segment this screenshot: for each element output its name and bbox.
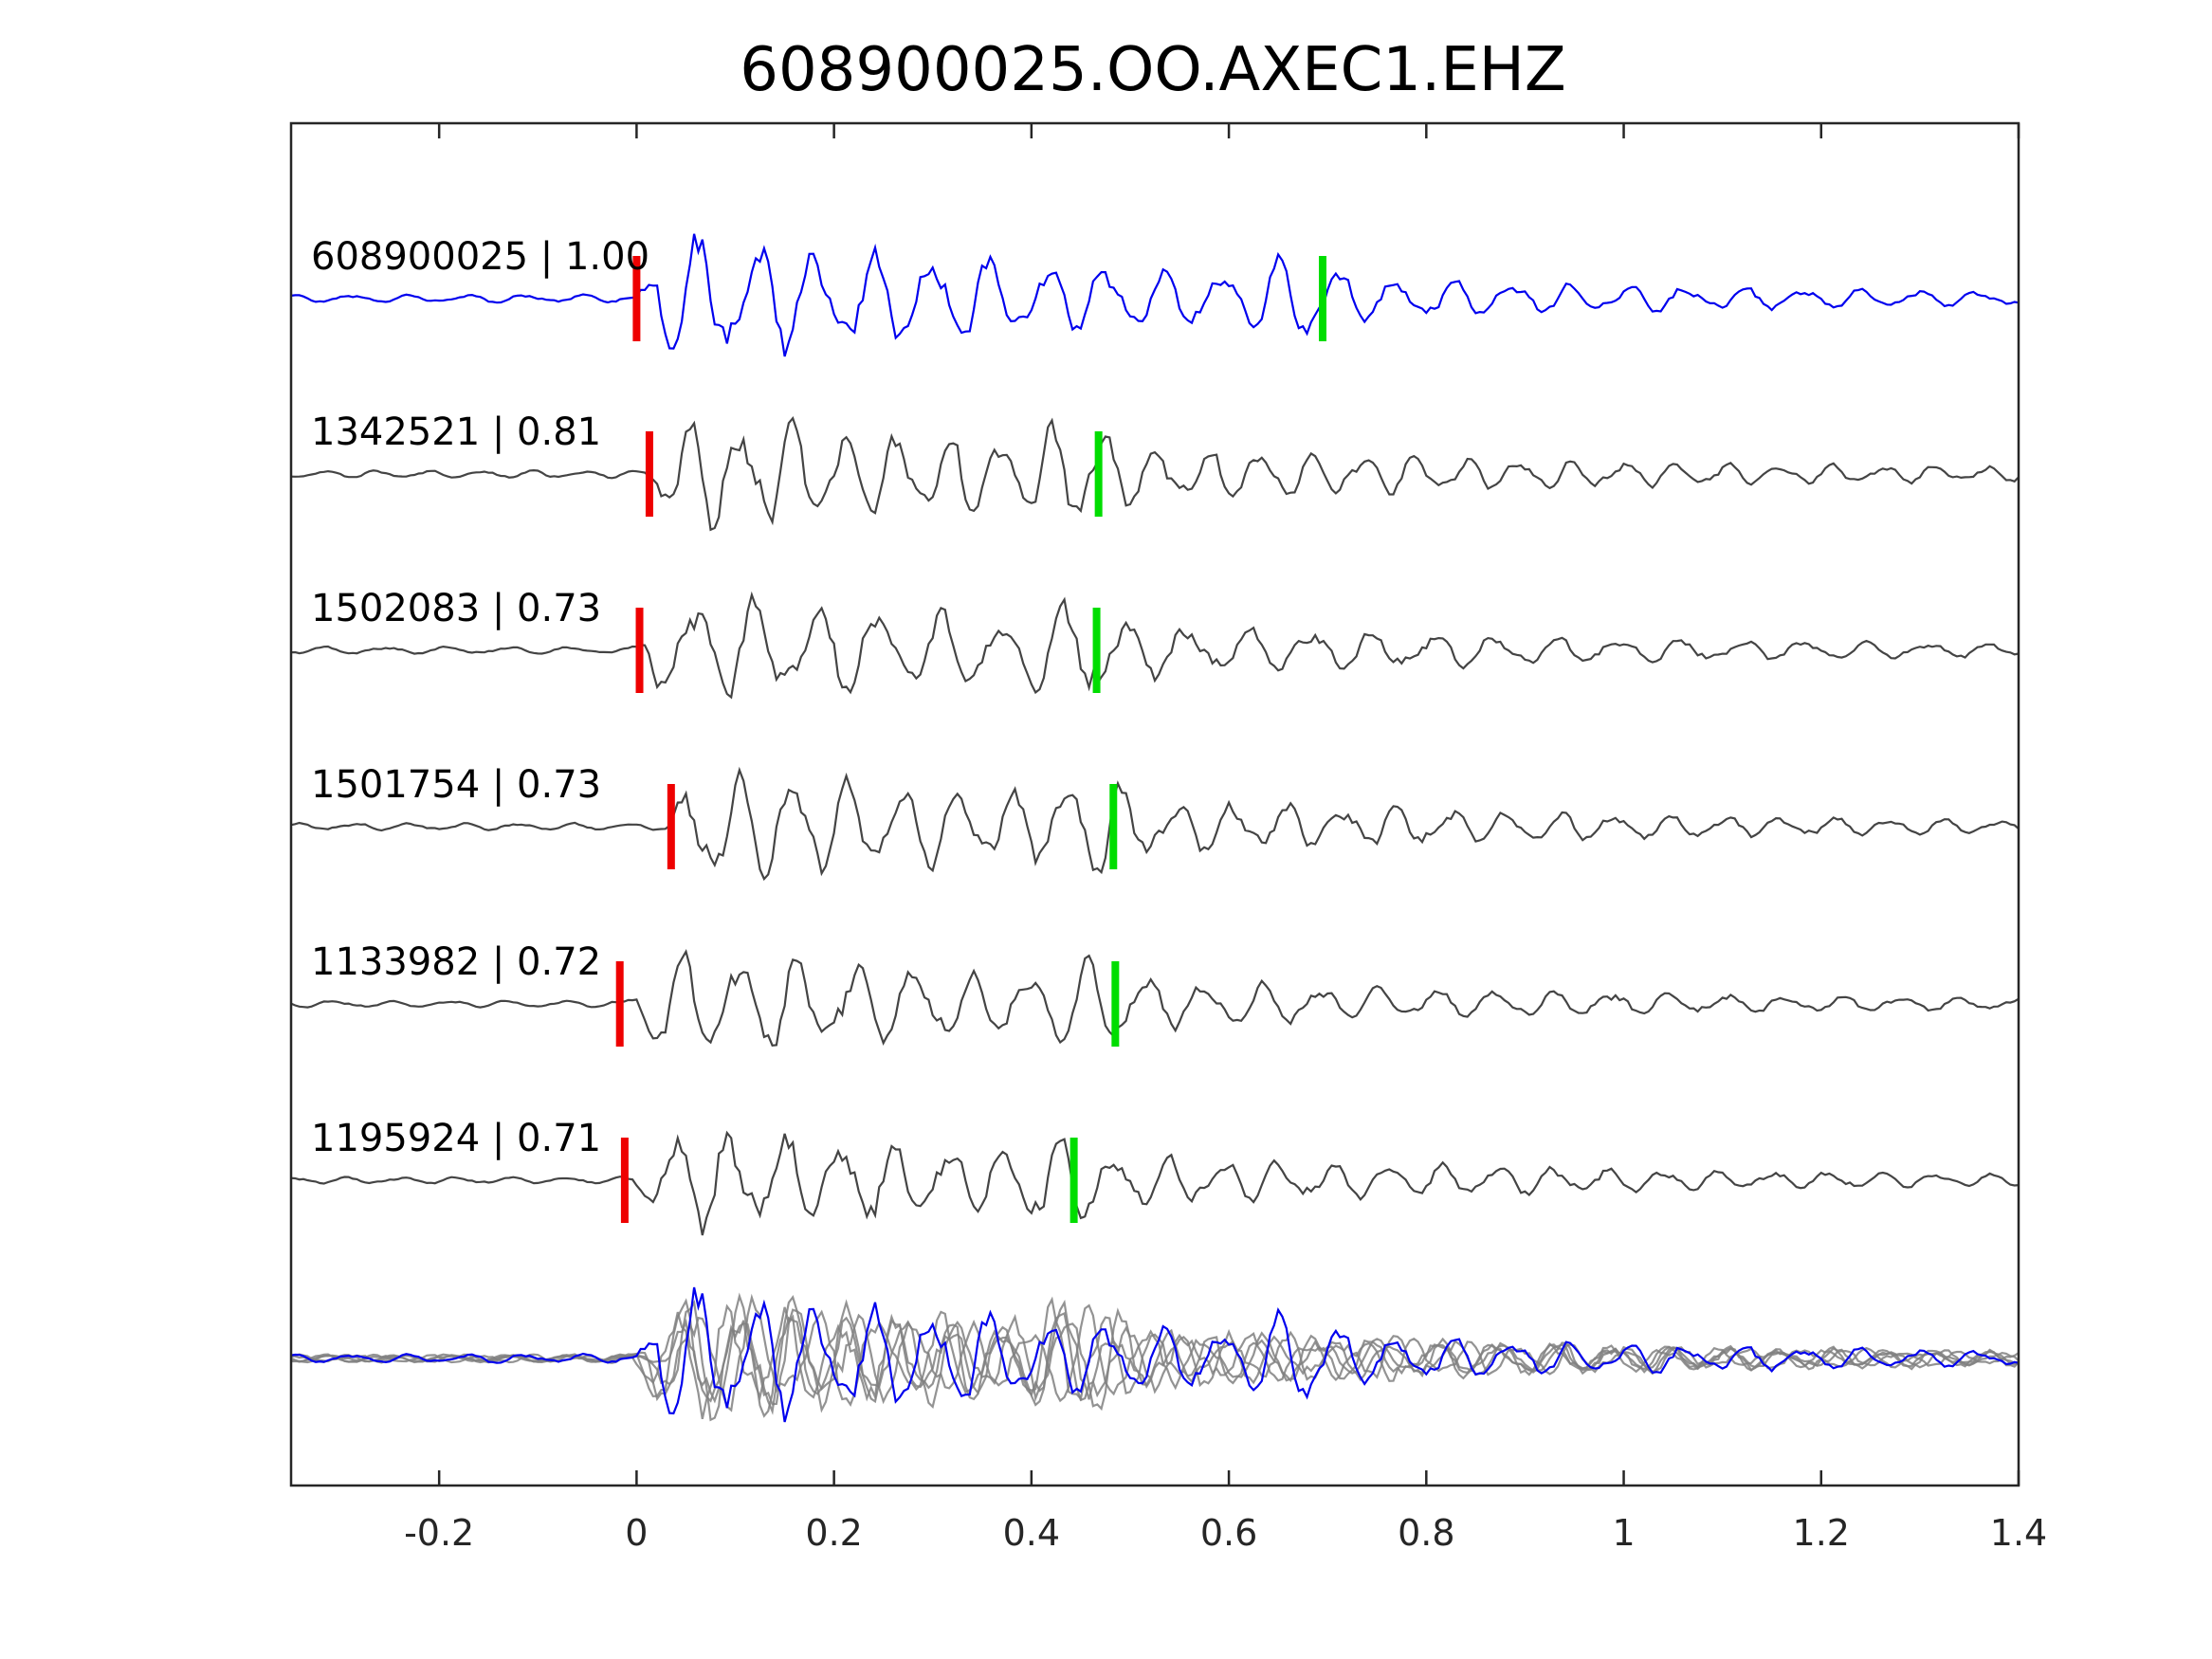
x-tick-label: 0.4 <box>1003 1512 1060 1554</box>
trace-label: 1501754 | 0.73 <box>311 763 601 807</box>
x-tick-label: 0.8 <box>1398 1512 1454 1554</box>
x-axis: -0.2 0 0.2 0.4 0.6 0.8 1 1.2 1.4 <box>404 123 2047 1554</box>
stack-trace-1502083 <box>290 1293 2020 1413</box>
x-tick-label: 0.2 <box>805 1512 862 1554</box>
stacked-overlay <box>290 1286 2020 1423</box>
x-tick-label: 0.6 <box>1200 1512 1257 1554</box>
trace-1195924 <box>290 1130 2020 1236</box>
trace-label: 1502083 | 0.73 <box>311 587 601 630</box>
x-tick-label: 1.2 <box>1793 1512 1850 1554</box>
trace-label: 608900025 | 1.00 <box>311 235 649 279</box>
stack-trace-1133982 <box>290 1298 2020 1406</box>
trace-label: 1342521 | 0.81 <box>311 410 601 454</box>
trace-label: 1195924 | 0.71 <box>311 1117 601 1160</box>
pick-group <box>615 256 1326 1223</box>
trace-group <box>290 233 2020 1236</box>
x-tick-label: 0 <box>625 1512 648 1554</box>
trace-1502083 <box>290 591 2020 700</box>
chart-title: 608900025.OO.AXEC1.EHZ <box>740 35 1566 105</box>
trace-1133982 <box>290 948 2020 1047</box>
stack-trace-608900025 <box>290 1286 2020 1423</box>
trace-608900025 <box>290 233 2020 357</box>
trace-label: 1133982 | 0.72 <box>311 940 601 984</box>
axes-frame <box>289 121 2020 1487</box>
x-tick-label: 1.4 <box>1990 1512 2047 1554</box>
trace-1501754 <box>290 766 2020 882</box>
x-tick-label: -0.2 <box>404 1512 474 1554</box>
trace-label-group: 608900025 | 1.00 1342521 | 0.81 1502083 | … <box>311 235 649 1160</box>
trace-1342521 <box>290 415 2020 532</box>
x-tick-label: 1 <box>1612 1512 1635 1554</box>
